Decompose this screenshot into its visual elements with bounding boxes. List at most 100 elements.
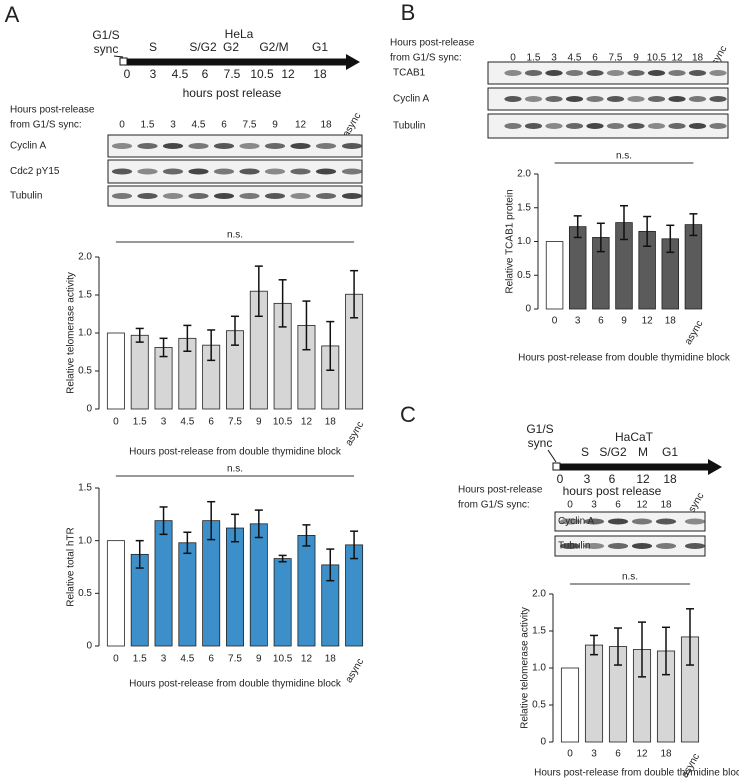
- lane-label: 3: [170, 120, 176, 131]
- blot-row-label: Cyclin A: [393, 94, 429, 105]
- x-tick-label: 18: [325, 654, 337, 665]
- blot-band: [607, 518, 629, 525]
- blot-band: [111, 168, 133, 175]
- blot-band: [559, 543, 581, 549]
- y-tick-label: 0: [86, 641, 92, 652]
- x-tick-label: 12: [642, 316, 654, 327]
- lane-label: 18: [692, 53, 704, 64]
- x-tick-label: 0: [113, 654, 119, 665]
- lane-label: 1.5: [527, 53, 541, 64]
- blot-band: [607, 543, 629, 549]
- bar: [106, 540, 125, 647]
- phase-label: M: [638, 445, 648, 459]
- blot-band: [162, 193, 184, 199]
- hour-label: 10.5: [250, 67, 274, 81]
- lane-label: 10.5: [647, 53, 667, 64]
- bar: [154, 520, 173, 647]
- lane-label: 4.5: [192, 120, 206, 131]
- blot-band: [264, 143, 286, 149]
- blot-band: [655, 518, 677, 525]
- x-tick-label: 18: [325, 417, 337, 428]
- blot-band: [709, 70, 727, 76]
- y-tick-label: 1.5: [78, 483, 92, 494]
- bar: [568, 226, 587, 310]
- sync-box: [119, 57, 128, 66]
- blot-band: [504, 123, 522, 129]
- blot-band: [583, 543, 605, 549]
- lane-label: 7.5: [243, 120, 257, 131]
- cell-line: HaCaT: [615, 430, 654, 444]
- hour-label: 7.5: [224, 67, 241, 81]
- blot-band: [627, 70, 645, 76]
- blot-band: [559, 518, 581, 525]
- blot-band: [583, 518, 605, 525]
- phase-label: S: [149, 40, 157, 54]
- bar: [297, 535, 316, 647]
- cell-line: HeLa: [225, 27, 254, 41]
- blot-band: [290, 168, 311, 175]
- blot-band: [627, 96, 645, 102]
- blot-band: [545, 123, 563, 129]
- phase-label: S/G2: [189, 40, 217, 54]
- lane-label: 6: [592, 53, 598, 64]
- x-tick-label: async: [344, 657, 367, 685]
- x-tick-label: 4.5: [180, 417, 194, 428]
- y-tick-label: 1.0: [517, 236, 531, 247]
- blot-row-label: Tubulin: [10, 191, 42, 202]
- panel-label: B: [401, 0, 416, 25]
- blot-band: [684, 543, 706, 549]
- x-tick-label: async: [344, 420, 367, 448]
- blot-band: [162, 168, 184, 175]
- blot-band: [239, 168, 260, 175]
- significance-label: n.s.: [616, 151, 632, 162]
- blot-band: [188, 193, 209, 199]
- sync-pointer: [547, 449, 557, 463]
- x-tick-label: 9: [621, 316, 627, 327]
- blot-band: [290, 143, 311, 149]
- blot-band: [606, 123, 625, 129]
- blot-header: from G1/S sync:: [10, 120, 82, 131]
- lane-label: 6: [221, 120, 227, 131]
- lane-label: 1.5: [141, 120, 155, 131]
- blot-band: [647, 70, 666, 76]
- phase-label: G1: [312, 40, 328, 54]
- blot-band: [684, 518, 706, 525]
- blot-band: [545, 70, 563, 76]
- x-tick-label: 7.5: [228, 654, 242, 665]
- blot-band: [341, 168, 363, 175]
- x-axis-label: Hours post-release from double thymidine…: [129, 447, 342, 458]
- blot-header: from G1/S sync:: [390, 53, 462, 64]
- phase-label: G2/M: [259, 40, 288, 54]
- bar: [684, 224, 703, 310]
- lane-label: 18: [320, 120, 332, 131]
- x-tick-label: 0: [552, 316, 558, 327]
- y-axis-label: Relative TCAB1 protein: [505, 189, 516, 293]
- blot-row-label: Cyclin A: [10, 141, 46, 152]
- blot-band: [111, 143, 133, 149]
- blot-band: [188, 168, 209, 175]
- bar: [249, 523, 268, 647]
- x-tick-label: 10.5: [273, 417, 293, 428]
- blot-row-label: Tubulin: [393, 121, 425, 132]
- blot-band: [504, 70, 522, 76]
- blot-band: [264, 193, 286, 199]
- x-tick-label: 3: [161, 417, 167, 428]
- y-tick-label: 0.5: [517, 270, 531, 281]
- y-tick-label: 1.5: [517, 202, 531, 213]
- lane-label: 7.5: [609, 53, 623, 64]
- sync-box: [552, 462, 561, 471]
- x-axis-label: Hours post-release from double thymidine…: [518, 353, 731, 364]
- x-tick-label: 6: [208, 417, 214, 428]
- x-tick-label: async: [683, 319, 706, 347]
- panel-label: C: [400, 402, 416, 427]
- x-tick-label: 4.5: [180, 654, 194, 665]
- blot-band: [647, 123, 666, 129]
- blot-band: [586, 123, 604, 129]
- lane-label: 12: [636, 500, 648, 511]
- blot-band: [213, 193, 235, 199]
- hour-label: 12: [636, 472, 650, 486]
- blot-band: [264, 168, 286, 175]
- hour-label: 18: [313, 67, 327, 81]
- phase-label: G2: [223, 40, 239, 54]
